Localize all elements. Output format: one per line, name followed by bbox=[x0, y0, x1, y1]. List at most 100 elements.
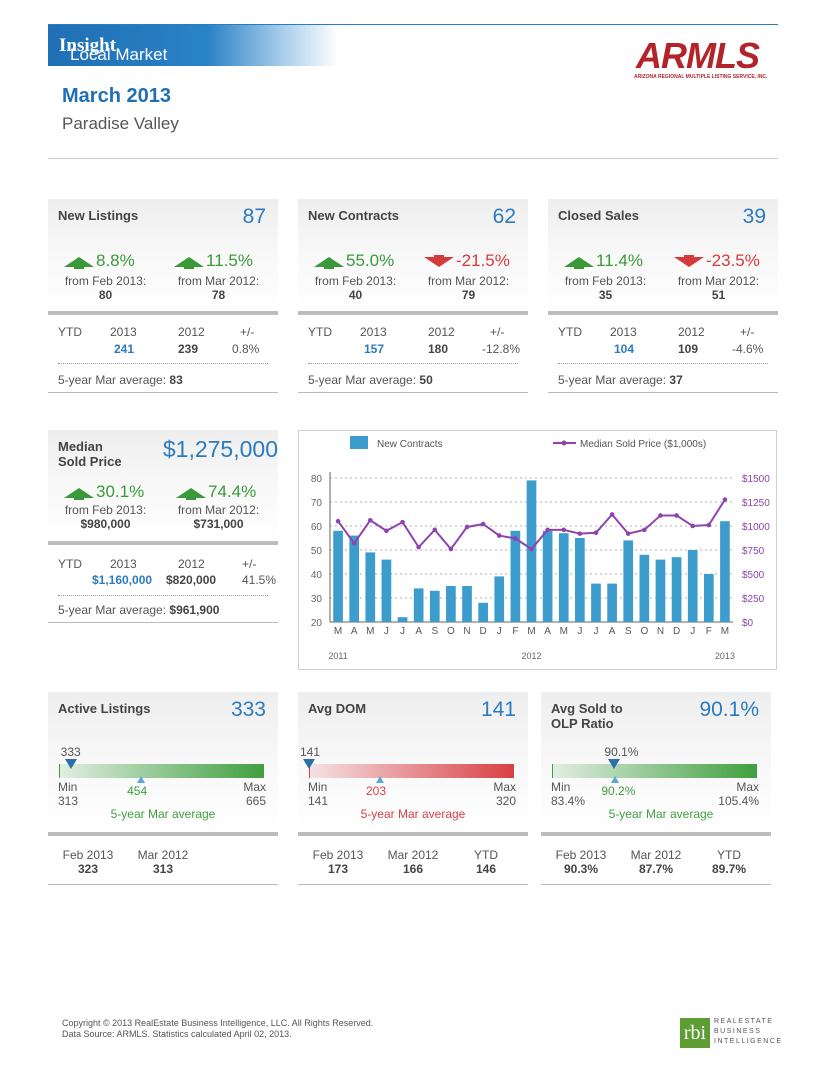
x-tick: J bbox=[497, 626, 502, 637]
card-divider-bar bbox=[298, 832, 528, 836]
bottom-value-2: 166 bbox=[402, 862, 424, 876]
average-marker-icon bbox=[376, 776, 384, 783]
ytd-h-2013: 2013 bbox=[110, 557, 137, 571]
gauge-max-value: 320 bbox=[495, 794, 516, 808]
card-header-bg bbox=[298, 692, 528, 832]
bar-new-contracts-5 bbox=[413, 588, 424, 622]
card-bottom-rule bbox=[548, 392, 778, 393]
card-divider-bar bbox=[48, 541, 278, 545]
ytd-v-2012: 180 bbox=[428, 342, 449, 356]
card-bottom-rule bbox=[541, 884, 771, 885]
data-source: Data Source: ARMLS. Statistics calculate… bbox=[62, 1029, 292, 1039]
report-area: Paradise Valley bbox=[62, 114, 179, 133]
median-from-feb: from Feb 2013: $980,000 bbox=[53, 503, 158, 531]
from-value: $731,000 bbox=[193, 517, 244, 531]
pct-change-feb: 8.8% bbox=[64, 251, 135, 271]
down-arrow-icon bbox=[674, 254, 704, 267]
from-value: 40 bbox=[348, 288, 363, 302]
rbi-mark: rbi bbox=[680, 1018, 710, 1048]
gauge-max: Max 320 bbox=[493, 780, 516, 808]
bottom-label-1: Feb 2013 bbox=[555, 848, 607, 862]
banner-prefix: Local Market bbox=[70, 45, 168, 64]
bottom-value-3: 89.7% bbox=[711, 862, 747, 876]
x-tick: A bbox=[351, 626, 358, 637]
y-right-tick: $250 bbox=[742, 594, 765, 605]
median-price-point-8 bbox=[464, 524, 470, 530]
ytd-h-change: +/- bbox=[490, 325, 505, 339]
from-value: 80 bbox=[98, 288, 113, 302]
down-arrow-icon bbox=[424, 254, 454, 267]
bottom-value-3: 146 bbox=[475, 862, 497, 876]
x-tick: F bbox=[512, 626, 518, 637]
rbi-logo: rbi REALESTATE BUSINESS INTELLIGENCE bbox=[680, 1016, 781, 1050]
bottom-value-1: 90.3% bbox=[563, 862, 599, 876]
median-price-point-7 bbox=[448, 546, 454, 552]
median-price-point-16 bbox=[593, 530, 599, 536]
closed-sales-card: Closed Sales 39 11.4% -23.5% from Feb 2013: 3… bbox=[548, 199, 778, 394]
pct-change-mar: -21.5% bbox=[424, 251, 510, 271]
gauge-max-label: Max bbox=[243, 780, 266, 794]
banner-bold: Insight bbox=[59, 35, 117, 56]
bottom-label-2: Mar 2012 bbox=[137, 848, 189, 862]
median-price-point-2 bbox=[368, 517, 373, 523]
median-price-point-5 bbox=[416, 544, 421, 550]
up-arrow-icon bbox=[174, 256, 204, 269]
card-value: 141 bbox=[480, 698, 516, 721]
pct-value: 11.5% bbox=[206, 251, 253, 270]
y-right-tick: $0 bbox=[742, 618, 754, 629]
median-price-point-19 bbox=[642, 527, 647, 533]
x-tick: J bbox=[593, 626, 598, 637]
gauge-max-label: Max bbox=[493, 780, 516, 794]
avg-label: 5-year Mar average: bbox=[58, 603, 167, 617]
bar-new-contracts-4 bbox=[397, 617, 408, 622]
card-value: 39 bbox=[742, 205, 766, 228]
section-divider bbox=[48, 158, 778, 159]
five-year-average: 5-year Mar average: 50 bbox=[308, 373, 433, 387]
bar-new-contracts-8 bbox=[462, 586, 472, 622]
ytd-h-change: +/- bbox=[240, 325, 255, 339]
up-arrow-icon bbox=[564, 256, 594, 269]
from-mar: from Mar 2012: 79 bbox=[416, 274, 521, 302]
gauge-average-value: 203 bbox=[366, 784, 387, 798]
bar-new-contracts-20 bbox=[655, 559, 666, 622]
from-label: from Mar 2012: bbox=[177, 503, 260, 517]
x-tick: O bbox=[640, 626, 648, 637]
from-value: $980,000 bbox=[80, 517, 131, 531]
ytd-v-2012: $820,000 bbox=[166, 573, 217, 587]
bar-new-contracts-13 bbox=[542, 530, 553, 622]
median-price-point-9 bbox=[480, 521, 486, 527]
armls-logo: ARMLS ARIZONA REGIONAL MULTIPLE LISTING … bbox=[634, 35, 776, 80]
avg-label: 5-year Mar average: bbox=[558, 373, 667, 387]
ytd-h-2013: 2013 bbox=[610, 325, 637, 339]
card-header-bg bbox=[48, 430, 278, 540]
card-label-1: Avg Sold to bbox=[551, 701, 623, 716]
bottom-label-2: Mar 2012 bbox=[630, 848, 682, 862]
avg-value: $961,900 bbox=[169, 603, 220, 617]
gauge-min-value: 141 bbox=[308, 794, 329, 808]
current-marker-icon bbox=[608, 759, 621, 769]
gauge-min-value: 313 bbox=[58, 794, 79, 808]
up-arrow-icon bbox=[64, 256, 94, 269]
ytd-label: YTD bbox=[58, 325, 82, 339]
median-sold-price-card: Median Sold Price $1,275,000 30.1% 74.4%… bbox=[48, 430, 278, 625]
from-feb: from Feb 2013: 80 bbox=[53, 274, 158, 302]
bar-new-contracts-21 bbox=[671, 557, 682, 622]
y-left-tick: 40 bbox=[311, 570, 323, 581]
gauge-average-label: 5-year Mar average bbox=[608, 807, 714, 821]
legend-line-label: Median Sold Price ($1,000s) bbox=[580, 439, 706, 450]
card-value: 87 bbox=[242, 205, 266, 228]
gauge-current-label: 90.1% bbox=[604, 745, 639, 759]
bottom-label-3: YTD bbox=[474, 848, 498, 862]
rbi-line-2: BUSINESS bbox=[714, 1028, 762, 1035]
avg-dom-card: Avg DOM 141 141 Min 141 Max 320 203 5-year Mar a… bbox=[298, 692, 528, 887]
dotted-divider bbox=[58, 595, 268, 596]
from-mar: from Mar 2012: 78 bbox=[166, 274, 271, 302]
avg-label: 5-year Mar average: bbox=[58, 373, 167, 387]
x-tick: A bbox=[609, 626, 616, 637]
year-label: 2013 bbox=[715, 651, 735, 661]
x-tick: S bbox=[431, 626, 438, 637]
pct-change-feb: 11.4% bbox=[564, 251, 643, 271]
ytd-h-2012: 2012 bbox=[178, 325, 205, 339]
median-from-mar: from Mar 2012: $731,000 bbox=[166, 503, 271, 531]
gauge-fill bbox=[59, 764, 264, 778]
